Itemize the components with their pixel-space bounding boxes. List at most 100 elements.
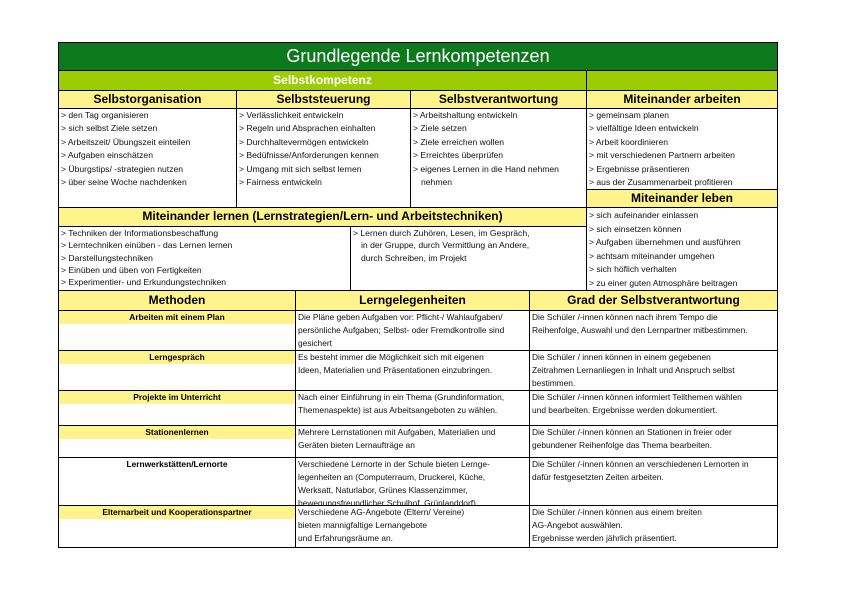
selbstverantwortung-cell: Die Schüler /-innen können nach ihrem Te… <box>529 310 778 351</box>
list-item: > Darstellungstechniken <box>61 252 153 263</box>
text-line: Mehrere Lernstationen mit Aufgaben, Mate… <box>298 427 496 437</box>
list-column: > Arbeitshaltung entwickeln > Ziele setze… <box>410 108 587 208</box>
method-name: Lerngespräch <box>59 351 295 364</box>
lerngelegenheit-cell: Verschiedene AG-Angebote (Eltern/ Verein… <box>295 505 530 548</box>
list-item: > Bedüfnisse/Anforderungen kennen <box>239 150 379 161</box>
header-column: Selbststeuerung <box>236 90 411 109</box>
text-line: bestimmen. <box>532 378 576 388</box>
lerngelegenheit-cell: Nach einer Einführung in ein Thema (Grun… <box>295 390 530 426</box>
list-item: > gemeinsam planen <box>589 110 670 120</box>
list-miteinander-lernen-right: > Lernen durch Zuhören, Lesen, im Gesprä… <box>350 226 587 291</box>
text-line: Nach einer Einführung in ein Thema (Grun… <box>298 392 505 402</box>
list-item: > Lernen durch Zuhören, Lesen, im Gesprä… <box>353 228 530 238</box>
lerngelegenheit-cell: Es besteht immer die Möglichkeit sich mi… <box>295 350 530 391</box>
text-line: Die Schüler /-innen können nach ihrem Te… <box>532 312 718 322</box>
list-item: nehmen <box>421 177 453 188</box>
text-line: Die Schüler /-innen können an verschiede… <box>532 459 749 469</box>
selbstverantwortung-cell: Die Schüler /-innen können informiert Te… <box>529 390 778 426</box>
list-item: > sich aufeinander einlassen <box>589 210 699 220</box>
method-cell: Lernwerkstätten/Lernorte <box>58 457 296 506</box>
text-line: Ergebnisse werden jährlich präsentiert. <box>532 533 677 543</box>
list-item: > Lerntechniken einüben - das Lernen ler… <box>61 240 233 251</box>
list-item: > über seine Woche nachdenken <box>61 177 187 188</box>
text-line: Die Schüler /-innen können an Stationen … <box>532 427 732 437</box>
list-item: > Umgang mit sich selbst lernen <box>239 163 362 174</box>
text-line: bewegungsfreundlicher Schulhof, Grünland… <box>298 498 476 506</box>
list-item: > eigenes Lernen in die Hand nehmen <box>413 163 559 174</box>
list-item: > vielfältige Ideen entwickeln <box>589 123 699 134</box>
text-line: bieten mannigfaltige Lernangebote <box>298 520 427 530</box>
text-line: gesichert <box>298 338 332 348</box>
text-line: Werksatt, Naturlabor, Grünes Klassenzimm… <box>298 485 468 495</box>
list-item: > den Tag organisieren <box>61 110 149 120</box>
list-item: durch Schreiben, im Projekt <box>361 252 467 263</box>
text-line: legenheiten an (Computerraum, Druckerei,… <box>298 472 486 482</box>
lerngelegenheit-cell: Verschiedene Lernorte in der Schule biet… <box>295 457 530 506</box>
list-item: > Ziele erreichen wollen <box>413 136 504 147</box>
list-item: > Arbeitshaltung entwickeln <box>413 110 518 120</box>
list-item: > Aufgaben einschätzen <box>61 150 153 161</box>
list-column: > gemeinsam planen > vielfältige Ideen en… <box>586 108 778 190</box>
text-line: Ideen, Materialien und Präsentationen ei… <box>298 365 493 375</box>
section-selbstkompetenz: Selbstkompetenz <box>58 70 587 91</box>
text-line: Geräten bieten Lernaufträge an <box>298 440 415 450</box>
header-miteinander-lernen: Miteinander lernen (Lernstrategien/Lern-… <box>58 207 587 227</box>
header-column: Miteinander arbeiten <box>586 90 778 109</box>
list-item: > Fairness entwickeln <box>239 177 322 188</box>
text-line: dafür festgesetzten Zeiten arbeiten. <box>532 472 664 482</box>
header-column: Selbstorganisation <box>58 90 237 109</box>
lerngelegenheit-cell: Die Pläne geben Aufgaben vor: Pflicht-/ … <box>295 310 530 351</box>
list-item: > Techniken der Informationsbeschaffung <box>61 228 219 238</box>
text-line: Die Schüler /-innen können informiert Te… <box>532 392 742 402</box>
section-empty <box>586 70 778 91</box>
text-line: und Erfahrungsräume an. <box>298 533 393 543</box>
list-item: > sich selbst Ziele setzen <box>61 123 158 134</box>
method-name: Lernwerkstätten/Lernorte <box>59 458 295 471</box>
list-item: > mit verschiedenen Partnern arbeiten <box>589 150 735 161</box>
text-line: gebundener Reihenfolge das Thema bearbei… <box>532 440 713 450</box>
text-line: Die Schüler / innen können in einem gege… <box>532 352 711 362</box>
method-name: Projekte im Unterricht <box>59 391 295 404</box>
method-name: Arbeiten mit einem Plan <box>59 311 295 324</box>
list-item: > Durchhaltevermögen entwickeln <box>239 136 369 147</box>
list-column: > den Tag organisieren > sich selbst Ziel… <box>58 108 237 208</box>
list-item: > sich einsetzen können <box>589 223 682 234</box>
selbstverantwortung-cell: Die Schüler /-innen können an Stationen … <box>529 425 778 458</box>
method-cell: Elternarbeit und Kooperationspartner <box>58 505 296 548</box>
list-item: > Ziele setzen <box>413 123 467 134</box>
header-column: Selbstverantwortung <box>410 90 587 109</box>
method-cell: Projekte im Unterricht <box>58 390 296 426</box>
selbstverantwortung-cell: Die Schüler / innen können in einem gege… <box>529 350 778 391</box>
list-item: > Erreichtes überprüfen <box>413 150 504 161</box>
header-lerngelegenheiten: Lerngelegenheiten <box>295 290 530 311</box>
header-miteinander-leben: Miteinander leben <box>586 189 778 208</box>
list-miteinander-lernen-left: > Techniken der Informationsbeschaffung … <box>58 226 351 291</box>
selbstverantwortung-cell: Die Schüler /-innen können aus einem bre… <box>529 505 778 548</box>
list-miteinander-leben: > sich aufeinander einlassen > sich eins… <box>586 207 778 291</box>
text-line: Die Schüler /-innen können aus einem bre… <box>532 507 702 517</box>
list-item: > Einüben und üben von Fertigkeiten <box>61 264 202 275</box>
list-item: > Arbeitszeit/ Übungszeit einteilen <box>61 136 191 147</box>
lerngelegenheit-cell: Mehrere Lernstationen mit Aufgaben, Mate… <box>295 425 530 458</box>
list-column: > Verlässlichkeit entwickeln > Regeln und… <box>236 108 411 208</box>
text-line: und bearbeiten. Ergebnisse werden dokume… <box>532 405 718 415</box>
text-line: Themenaspekte) ist aus Arbeitsangeboten … <box>298 405 498 415</box>
text-line: Verschiedene Lernorte in der Schule biet… <box>298 459 490 469</box>
list-item: > Ergebnisse präsentieren <box>589 163 690 174</box>
text-line: Reihenfolge, Auswahl und den Lernpartner… <box>532 325 748 335</box>
text-line: persönliche Aufgaben; Selbst- oder Fremd… <box>298 325 505 335</box>
list-item: > achtsam miteinander umgehen <box>589 250 715 261</box>
text-line: AG-Angebot auswählen. <box>532 520 623 530</box>
method-name: Elternarbeit und Kooperationspartner <box>59 506 295 519</box>
list-item: > Aufgaben übernehmen und ausführen <box>589 237 741 248</box>
list-item: > sich höflich verhalten <box>589 264 677 275</box>
text-line: Die Pläne geben Aufgaben vor: Pflicht-/ … <box>298 312 503 322</box>
list-item: > Arbeit koordinieren <box>589 136 669 147</box>
method-cell: Arbeiten mit einem Plan <box>58 310 296 351</box>
header-grad: Grad der Selbstverantwortung <box>529 290 778 311</box>
method-cell: Lerngespräch <box>58 350 296 391</box>
list-item: > Üburgstips/ -strategien nutzen <box>61 163 184 174</box>
page-title: Grundlegende Lernkompetenzen <box>58 42 778 71</box>
selbstverantwortung-cell: Die Schüler /-innen können an verschiede… <box>529 457 778 506</box>
list-item: > Regeln und Absprachen einhalten <box>239 123 376 134</box>
